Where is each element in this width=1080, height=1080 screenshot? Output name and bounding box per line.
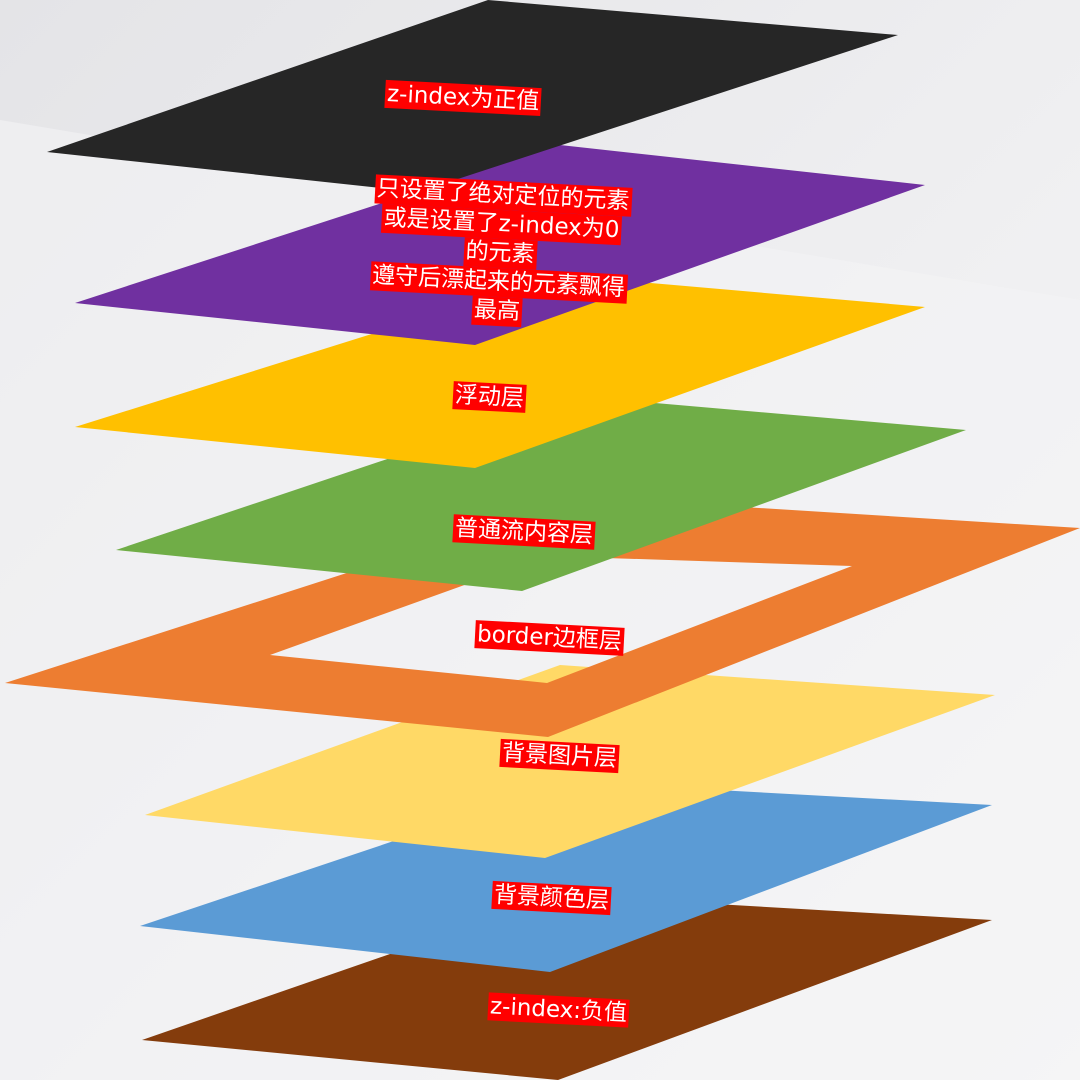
layer-float [75, 275, 925, 468]
label-positioned-z0-line-5: 最高 [471, 295, 523, 328]
label-float: 浮动层 [452, 381, 527, 413]
layer-normal-flow [116, 396, 966, 591]
label-positioned-z0: 只设置了绝对定位的元素 或是设置了z-index为0 的元素 遵守后漂起来的元素… [326, 172, 673, 335]
layer-bg-color [140, 782, 992, 972]
layer-border [5, 497, 1080, 737]
layer-negative-z [142, 895, 992, 1080]
label-positioned-z0-line-3: 的元素 [462, 237, 538, 270]
